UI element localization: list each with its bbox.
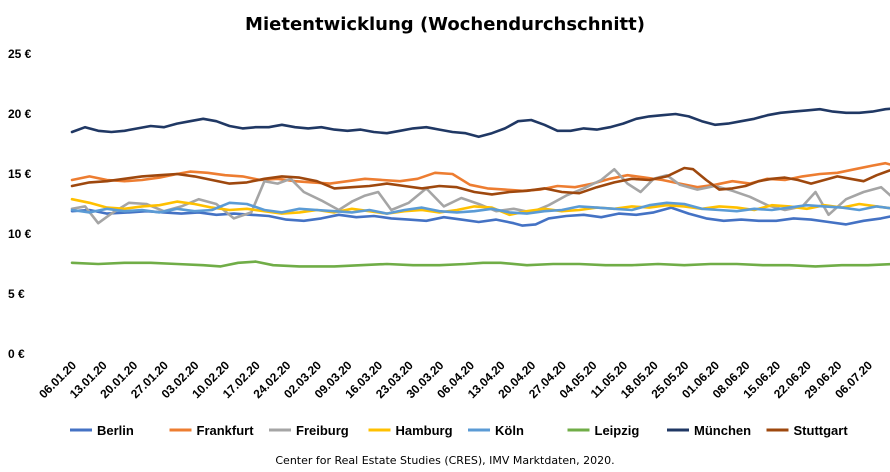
x-axis: 06.01.2013.01.2020.01.2027.01.2003.02.20… — [36, 358, 875, 401]
y-tick-label: 20 € — [8, 107, 32, 121]
legend-label: Hamburg — [396, 423, 453, 438]
series-line-berlin — [70, 206, 890, 227]
series-line-stuttgart — [70, 166, 890, 196]
y-tick-label: 0 € — [8, 347, 25, 361]
legend-label: Leipzig — [595, 423, 640, 438]
y-tick-label: 10 € — [8, 227, 32, 241]
chart-title: Mietentwicklung (Wochendurchschnitt) — [245, 14, 645, 35]
legend-label: Frankfurt — [197, 423, 255, 438]
legend: Berlin Frankfurt Freiburg Hamburg Köln Leipzi… — [70, 423, 848, 438]
series-line-köln — [70, 201, 890, 215]
series-line-frankfurt — [70, 161, 890, 193]
legend-label: Freiburg — [296, 423, 349, 438]
legend-label: Stuttgart — [794, 423, 849, 438]
series-line-freiburg — [70, 167, 890, 225]
y-tick-label: 5 € — [8, 287, 25, 301]
y-tick-label: 25 € — [8, 47, 32, 61]
y-axis: 0 € 5 € 10 € 15 € 20 € 25 € — [8, 47, 32, 361]
series-line-münchen — [70, 107, 890, 139]
legend-label: Berlin — [97, 423, 134, 438]
y-tick-label: 15 € — [8, 167, 32, 181]
legend-label: Köln — [495, 423, 524, 438]
series-line-leipzig — [70, 260, 890, 268]
source-note: Center for Real Estate Studies (CRES), I… — [275, 454, 614, 467]
legend-label: München — [694, 423, 751, 438]
series-lines — [70, 107, 890, 268]
